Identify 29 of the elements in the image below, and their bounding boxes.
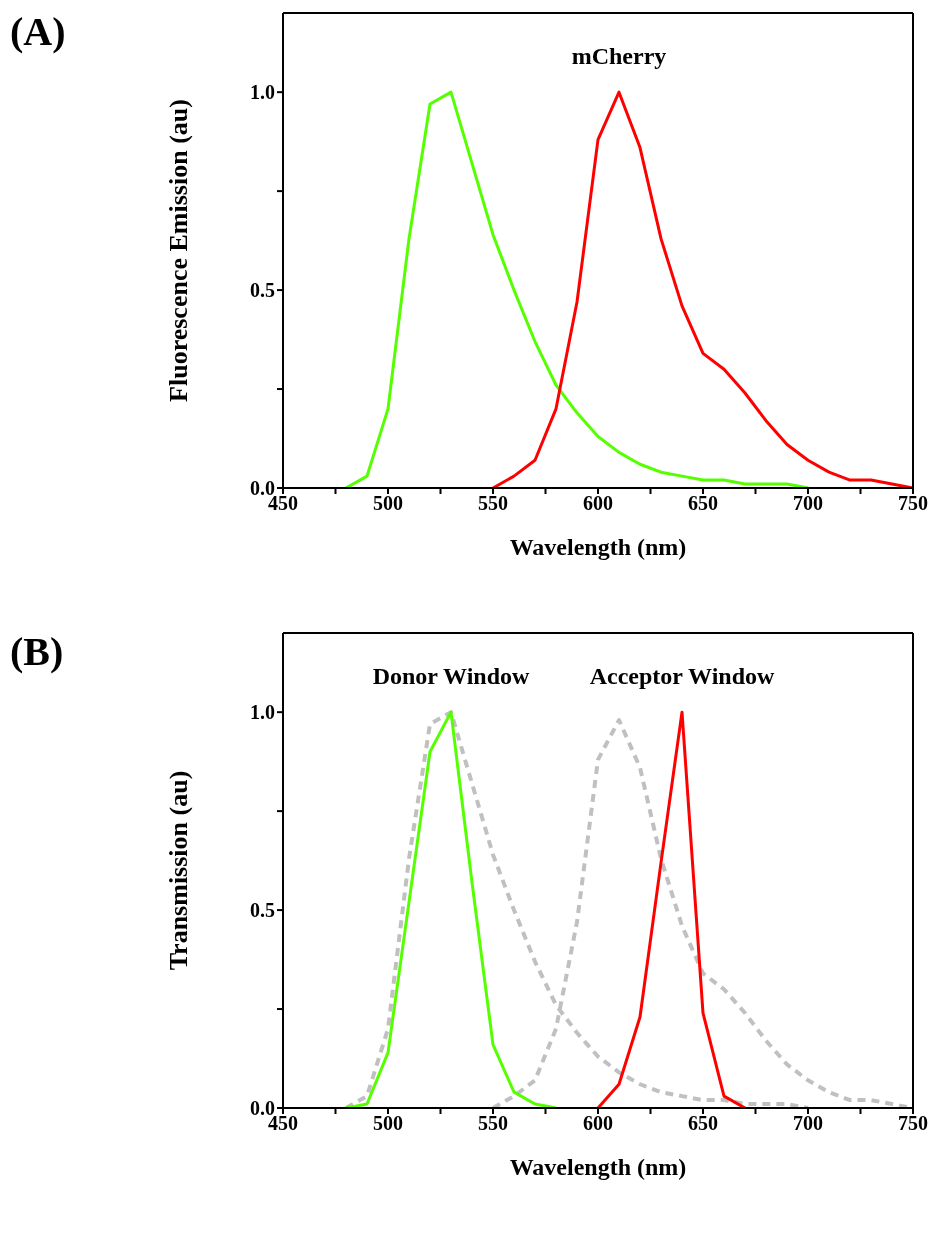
x-tick-label: 600 xyxy=(583,492,613,515)
annotation: Acceptor Window xyxy=(589,663,775,690)
annotation: mCherry xyxy=(571,43,667,70)
x-axis-title: Wavelength (nm) xyxy=(509,1154,687,1181)
y-axis-title: Transmission (au) xyxy=(164,770,194,971)
x-tick-label: 750 xyxy=(898,1112,928,1135)
chart-title: (A) xyxy=(10,8,66,55)
x-tick-label: 550 xyxy=(478,492,508,515)
x-tick-label: 550 xyxy=(478,1112,508,1135)
x-tick-label: 500 xyxy=(373,1112,403,1135)
x-tick-label: 650 xyxy=(688,1112,718,1135)
x-axis-title: Wavelength (nm) xyxy=(509,534,687,561)
x-tick-label: 600 xyxy=(583,1112,613,1135)
line-series xyxy=(344,90,810,488)
x-tick-label: 650 xyxy=(688,492,718,515)
y-tick-label: 0.5 xyxy=(250,899,275,922)
y-tick-label: 1.0 xyxy=(250,81,275,104)
x-tick-label: 700 xyxy=(793,492,823,515)
x-tick-label: 500 xyxy=(373,492,403,515)
x-tick-label: 750 xyxy=(898,492,928,515)
chart-title: (B) xyxy=(10,628,64,675)
line-series xyxy=(344,710,558,1108)
y-axis-title: Fluorescence Emission (au) xyxy=(164,99,194,402)
y-tick-label: 0.5 xyxy=(250,279,275,302)
y-tick-label: 1.0 xyxy=(250,701,275,724)
line-series xyxy=(596,710,747,1108)
annotation: Donor Window xyxy=(372,663,531,690)
x-tick-label: 700 xyxy=(793,1112,823,1135)
line-series xyxy=(491,90,913,488)
